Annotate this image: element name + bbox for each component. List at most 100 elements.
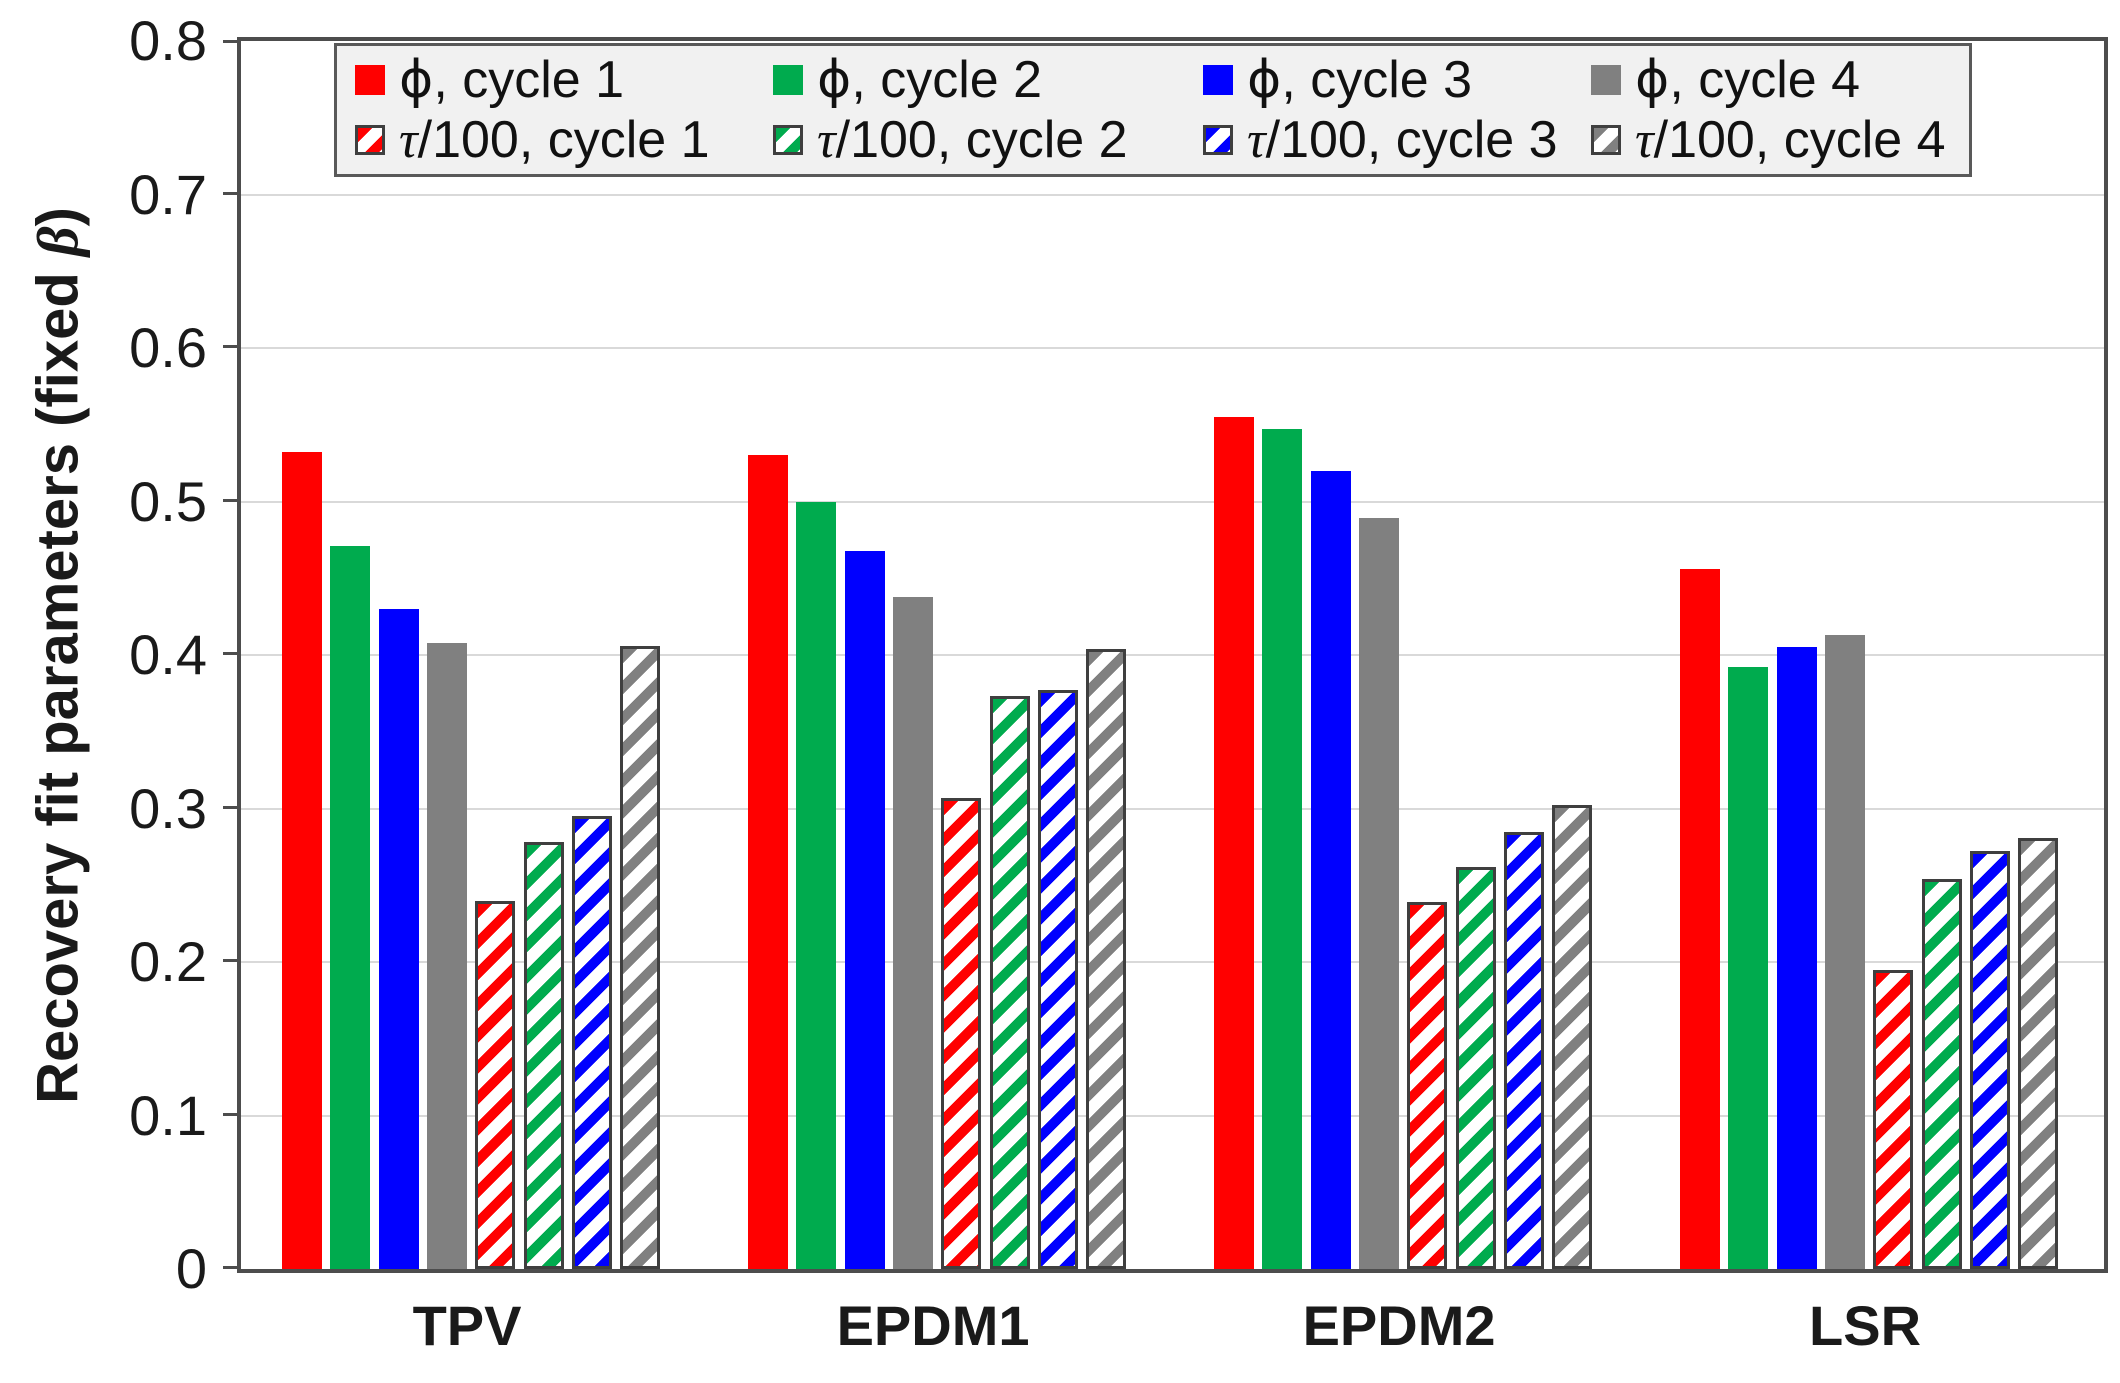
phi-symbol: ϕ [817, 50, 852, 110]
gridline-0.6 [241, 347, 2104, 349]
y-tick-label-0.8: 0.8 [129, 9, 207, 72]
y-tick-label-0.6: 0.6 [129, 316, 207, 379]
plot-area: 0 0.1 0.2 0.3 0.4 0.5 0.6 0.7 0.8 [129, 13, 2108, 1297]
y-tick-label-0.4: 0.4 [129, 623, 207, 686]
legend-label: ϕ, cycle 1 [399, 54, 624, 106]
y-tick-mark-0.7 [223, 191, 237, 195]
bar-EPDM2--cycle-2 [1262, 429, 1303, 1269]
gridline-0.7 [241, 193, 2104, 196]
legend-swatch-hatched-cycle2 [773, 125, 803, 155]
bar-EPDM2--100-cycle-4 [1552, 805, 1593, 1269]
legend-label: τ/100, cycle 3 [1247, 114, 1558, 167]
phi-symbol: ϕ [1247, 50, 1282, 110]
bar-LSR--cycle-3 [1776, 647, 1817, 1269]
legend-label-rest: , cycle 2 [851, 51, 1043, 109]
legend-label: τ/100, cycle 4 [1635, 114, 1946, 167]
legend-swatch-hatched-cycle3 [1203, 125, 1233, 155]
y-tick-mark-0.1 [223, 1112, 237, 1116]
legend-label-rest: , cycle 4 [1669, 51, 1861, 109]
tau-symbol: τ [1635, 111, 1654, 169]
y-tick-mark-0.8 [223, 40, 237, 43]
legend-swatch-solid-cycle2 [773, 65, 803, 95]
legend-entry--100-cycle-3: τ/100, cycle 3 [1203, 114, 1591, 167]
bar-LSR--cycle-2 [1728, 667, 1769, 1269]
legend-swatch-hatched-cycle4 [1591, 125, 1621, 155]
bar-EPDM1--cycle-4 [892, 596, 933, 1269]
bar-EPDM1--100-cycle-4 [1086, 648, 1127, 1269]
bar-LSR--100-cycle-4 [2018, 837, 2059, 1269]
y-tick-mark-0.5 [223, 498, 237, 502]
bar-TPV--cycle-1 [282, 452, 322, 1269]
legend-label: τ/100, cycle 2 [817, 114, 1128, 167]
legend-swatch-solid-cycle1 [355, 65, 385, 95]
tau-symbol: τ [817, 111, 836, 169]
y-tick-label-0.3: 0.3 [129, 776, 207, 840]
bar-EPDM1--100-cycle-1 [941, 797, 982, 1269]
bar-EPDM2--cycle-4 [1358, 518, 1399, 1269]
y-tick-label-0.5: 0.5 [129, 469, 207, 533]
gridline-0.1 [241, 1114, 2104, 1117]
bar-LSR--cycle-4 [1824, 635, 1865, 1269]
y-tick-mark-0.4 [223, 652, 237, 655]
bar-EPDM1--100-cycle-2 [989, 696, 1030, 1269]
gridline-0.5 [241, 500, 2104, 503]
tau-symbol: τ [1247, 111, 1266, 169]
gridline-0.4 [241, 654, 2104, 656]
legend-entry--100-cycle-4: τ/100, cycle 4 [1591, 114, 1969, 167]
bar-EPDM1--cycle-3 [844, 550, 885, 1269]
bar-EPDM1--cycle-2 [796, 501, 837, 1269]
bar-TPV--100-cycle-1 [475, 900, 516, 1269]
legend-label: ϕ, cycle 4 [1635, 54, 1860, 106]
x-label-TPV: TPV [412, 1294, 522, 1357]
y-tick-mark-0.3 [223, 805, 237, 809]
legend-entry--cycle-3: ϕ, cycle 3 [1203, 54, 1591, 106]
y-tick-mark-0.6 [223, 345, 237, 348]
bar-LSR--100-cycle-1 [1873, 969, 1914, 1269]
tau-symbol: τ [399, 111, 418, 169]
legend-label: ϕ, cycle 2 [817, 54, 1042, 106]
bar-EPDM2--cycle-1 [1214, 417, 1254, 1269]
bar-TPV--100-cycle-4 [620, 645, 661, 1269]
legend-label: τ/100, cycle 1 [399, 114, 710, 167]
legend-label: ϕ, cycle 3 [1247, 54, 1472, 106]
beta-symbol: β [25, 226, 91, 257]
legend-entry--cycle-4: ϕ, cycle 4 [1591, 54, 1969, 106]
bar-EPDM1--100-cycle-3 [1037, 690, 1078, 1269]
bar-EPDM2--100-cycle-1 [1407, 902, 1448, 1269]
gridline-0.2 [241, 961, 2104, 963]
y-tick-label-0: 0 [175, 1237, 207, 1300]
legend: ϕ, cycle 1 ϕ, cycle 2 ϕ, cycle 3 ϕ, cycle 4… [334, 43, 1972, 177]
legend-entry--100-cycle-1: τ/100, cycle 1 [355, 114, 773, 167]
y-tick-label-0.2: 0.2 [129, 930, 207, 993]
phi-symbol: ϕ [1635, 50, 1670, 110]
legend-label-rest: /100, cycle 4 [1653, 110, 1946, 169]
legend-swatch-solid-cycle3 [1203, 65, 1233, 95]
legend-label-rest: /100, cycle 3 [1265, 110, 1558, 169]
y-tick-label-0.7: 0.7 [129, 162, 207, 226]
legend-entry--100-cycle-2: τ/100, cycle 2 [773, 114, 1203, 167]
bar-TPV--100-cycle-2 [523, 842, 564, 1269]
bar-TPV--100-cycle-3 [571, 816, 612, 1269]
legend-swatch-hatched-cycle1 [355, 125, 385, 155]
bar-TPV--cycle-3 [378, 608, 419, 1269]
y-tick-mark-0.2 [223, 959, 237, 962]
legend-label-rest: , cycle 1 [433, 51, 625, 109]
bar-EPDM1--cycle-1 [748, 455, 788, 1269]
phi-symbol: ϕ [399, 50, 434, 110]
legend-label-rest: /100, cycle 1 [417, 110, 710, 169]
bar-TPV--cycle-2 [330, 546, 371, 1269]
bar-LSR--cycle-1 [1680, 569, 1720, 1269]
legend-entry--cycle-2: ϕ, cycle 2 [773, 54, 1203, 106]
x-label-EPDM2: EPDM2 [1302, 1294, 1496, 1357]
y-tick-mark-0 [223, 1266, 237, 1269]
bar-TPV--cycle-4 [426, 642, 467, 1269]
bar-EPDM2--100-cycle-2 [1455, 866, 1496, 1269]
x-label-LSR: LSR [1809, 1294, 1922, 1357]
bar-EPDM2--cycle-3 [1310, 470, 1351, 1269]
bar-LSR--100-cycle-2 [1921, 879, 1962, 1269]
legend-label-rest: /100, cycle 2 [835, 110, 1128, 169]
bar-EPDM2--100-cycle-3 [1503, 831, 1544, 1269]
gridline-0.3 [241, 807, 2104, 810]
bar-LSR--100-cycle-3 [1969, 851, 2010, 1269]
